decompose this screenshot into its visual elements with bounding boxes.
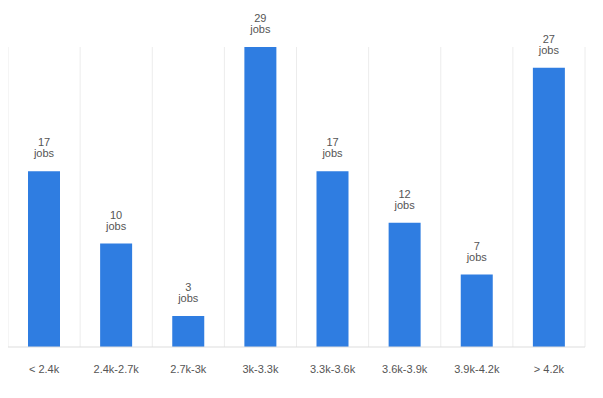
svg-text:> 4.2k: > 4.2k xyxy=(534,363,565,375)
svg-text:3.6k-3.9k: 3.6k-3.9k xyxy=(382,363,428,375)
svg-text:17jobs: 17jobs xyxy=(33,136,55,159)
svg-text:2.4k-2.7k: 2.4k-2.7k xyxy=(94,363,140,375)
svg-text:12jobs: 12jobs xyxy=(394,188,416,211)
svg-text:3.9k-4.2k: 3.9k-4.2k xyxy=(454,363,500,375)
svg-text:27jobs: 27jobs xyxy=(538,33,560,56)
svg-text:10jobs: 10jobs xyxy=(105,209,127,232)
svg-text:3k-3.3k: 3k-3.3k xyxy=(242,363,279,375)
svg-text:2.7k-3k: 2.7k-3k xyxy=(170,363,207,375)
svg-text:29jobs: 29jobs xyxy=(249,12,271,35)
svg-text:7jobs: 7jobs xyxy=(466,240,488,263)
svg-text:3jobs: 3jobs xyxy=(177,281,199,304)
svg-text:< 2.4k: < 2.4k xyxy=(29,363,60,375)
svg-text:3.3k-3.6k: 3.3k-3.6k xyxy=(310,363,356,375)
svg-text:17jobs: 17jobs xyxy=(321,136,343,159)
